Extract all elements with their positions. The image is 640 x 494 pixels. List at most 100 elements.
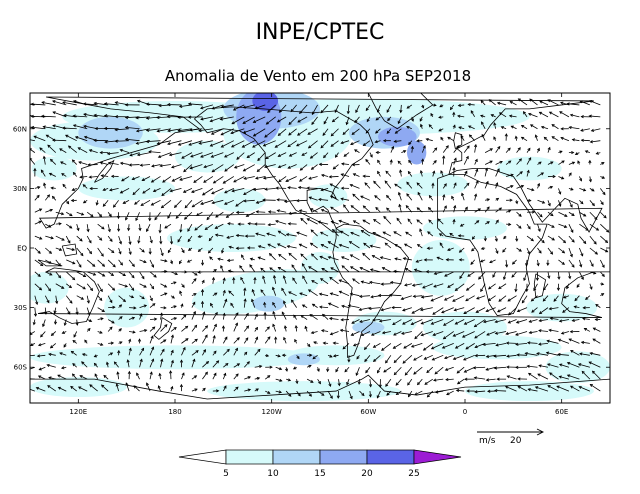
wind-vector xyxy=(417,378,423,385)
wind-vector xyxy=(474,208,481,213)
wind-vector-head xyxy=(184,205,188,209)
wind-vector-head xyxy=(594,216,598,220)
wind-vector-head xyxy=(541,200,546,204)
wind-vector-head xyxy=(179,359,184,363)
wind-vector-head xyxy=(349,254,354,258)
wind-vector xyxy=(404,283,412,286)
wind-vector-head xyxy=(518,225,522,229)
wind-vector-head xyxy=(308,266,312,270)
wind-vector-head xyxy=(433,284,437,288)
wind-vector xyxy=(82,184,88,189)
wind-vector-head xyxy=(347,304,352,308)
wind-vector xyxy=(159,373,161,380)
wind-vector-head xyxy=(187,102,192,106)
wind-vector-head xyxy=(340,256,345,260)
wind-vector-head xyxy=(200,154,204,158)
wind-vector-head xyxy=(395,382,399,386)
wind-vector-head xyxy=(432,332,436,336)
wind-vector xyxy=(310,242,318,249)
wind-vector-head xyxy=(514,135,518,139)
wind-vector-head xyxy=(385,360,389,364)
wind-vector-head xyxy=(438,128,442,132)
wind-vector-head xyxy=(71,188,75,191)
wind-vector-head xyxy=(500,126,504,130)
wind-vector xyxy=(558,176,564,180)
wind-vector-head xyxy=(551,136,555,140)
wind-vector-head xyxy=(591,370,596,374)
coastline xyxy=(37,267,610,324)
wind-vector xyxy=(574,295,580,301)
wind-vector xyxy=(76,247,84,256)
wind-vector-head xyxy=(412,294,416,298)
wind-vector xyxy=(377,104,381,113)
wind-vector-head xyxy=(363,242,367,246)
wind-vector xyxy=(547,161,554,165)
wind-vector-head xyxy=(328,317,333,321)
wind-vector xyxy=(37,354,46,357)
wind-vector-head xyxy=(200,262,205,266)
wind-vector-head xyxy=(465,298,469,302)
wind-vector-head xyxy=(82,274,87,277)
wind-vector-head xyxy=(358,294,363,298)
wind-vector xyxy=(495,331,507,335)
wind-vector-head xyxy=(59,352,63,356)
wind-vector-head xyxy=(377,293,382,298)
wind-vector-head xyxy=(177,115,181,119)
wind-vector-head xyxy=(343,153,347,157)
wind-vector xyxy=(537,211,543,218)
wind-vector-head xyxy=(288,393,292,397)
wind-vector xyxy=(101,384,109,392)
wind-vector xyxy=(65,235,71,244)
wind-vector xyxy=(551,124,559,130)
wind-vector xyxy=(285,176,297,182)
wind-vector xyxy=(243,361,250,368)
wind-vector-head xyxy=(434,371,438,375)
wind-vector xyxy=(43,126,56,130)
wind-vector xyxy=(220,265,224,272)
wind-vector-head xyxy=(517,385,521,389)
wind-vector xyxy=(97,211,102,217)
wind-vector-head xyxy=(393,332,397,336)
wind-vector-head xyxy=(79,238,83,242)
wind-vector xyxy=(149,372,153,380)
wind-vector-head xyxy=(125,382,129,386)
wind-vector-head xyxy=(244,351,248,355)
wind-vector xyxy=(311,164,318,170)
wind-vector-head xyxy=(70,350,74,354)
wind-vector-head xyxy=(486,332,490,336)
wind-vector xyxy=(382,331,391,334)
wind-vector-head xyxy=(70,385,74,389)
wind-vector-head xyxy=(210,302,213,307)
wind-vector-head xyxy=(149,371,153,375)
wind-vector-head xyxy=(72,261,76,265)
wind-vector-head xyxy=(566,285,570,290)
wind-vector xyxy=(61,173,67,177)
wind-vector-head xyxy=(50,186,54,190)
wind-vector xyxy=(120,162,130,165)
wind-vector-head xyxy=(216,360,220,364)
wind-vector xyxy=(494,366,507,369)
wind-vector-head xyxy=(419,308,424,312)
wind-vector xyxy=(266,116,276,125)
wind-vector-head xyxy=(46,363,50,367)
wind-vector xyxy=(278,267,287,273)
wind-vector xyxy=(589,271,596,274)
wind-vector-head xyxy=(151,264,155,268)
wind-vector-head xyxy=(226,235,230,239)
wind-vector-head xyxy=(327,241,331,245)
wind-vector-head xyxy=(391,305,395,310)
wind-vector-head xyxy=(82,286,86,290)
wind-vector xyxy=(129,164,140,166)
wind-vector-head xyxy=(309,353,313,357)
wind-vector-head xyxy=(252,144,256,148)
wind-vector-head xyxy=(447,284,451,288)
wind-vector-head xyxy=(49,208,54,212)
wind-vector xyxy=(558,223,567,228)
wind-vector-head xyxy=(114,128,118,132)
wind-vector xyxy=(511,271,517,278)
wind-vector xyxy=(361,230,371,237)
wind-vector-head xyxy=(457,234,462,238)
wind-vector-head xyxy=(570,229,574,233)
wind-vector-head xyxy=(527,147,531,151)
wind-vector xyxy=(167,140,182,145)
